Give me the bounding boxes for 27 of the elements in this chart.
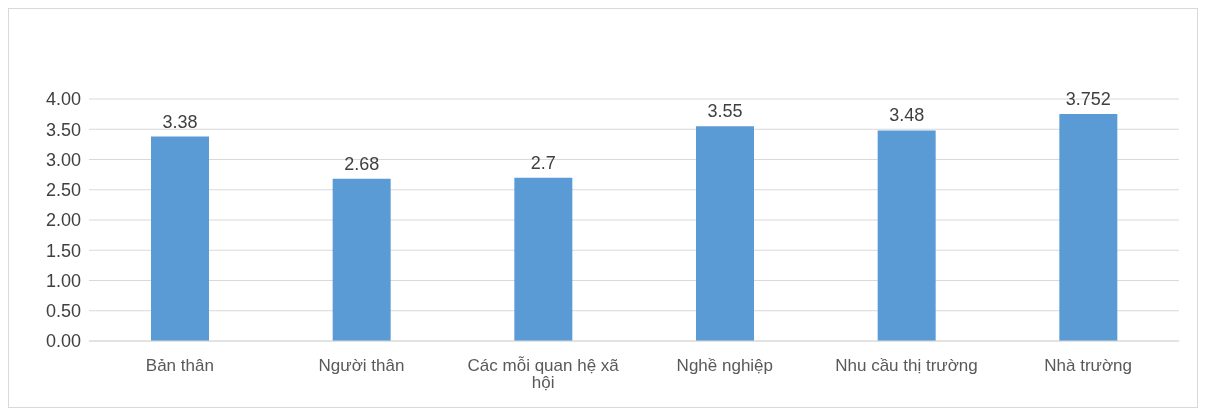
data-label: 3.38 <box>162 111 198 132</box>
y-tick-label: 0.50 <box>45 301 81 322</box>
x-tick-label: Người thân <box>318 356 405 376</box>
bar <box>332 178 391 341</box>
x-tick-label: Bản thân <box>145 356 214 376</box>
x-tick-label: Nhà trường <box>1044 356 1133 376</box>
x-tick-label: Nhu cầu thị trường <box>835 356 978 376</box>
data-label: 3.48 <box>889 105 925 126</box>
bar <box>514 177 573 341</box>
y-tick-label: 1.00 <box>45 270 81 291</box>
data-label: 3.55 <box>707 101 743 122</box>
data-label: 2.68 <box>344 153 380 174</box>
data-label: 3.752 <box>1065 89 1111 109</box>
y-tick-label: 3.50 <box>45 119 81 140</box>
bar <box>877 130 936 341</box>
y-tick-label: 0.00 <box>45 331 81 352</box>
data-label: 2.7 <box>530 152 556 173</box>
bar <box>151 136 209 341</box>
y-tick-label: 2.50 <box>45 180 81 201</box>
bar <box>1059 114 1118 341</box>
y-tick-label: 2.00 <box>45 210 81 231</box>
y-tick-label: 1.50 <box>45 240 81 261</box>
bar <box>696 126 754 341</box>
x-tick-label: Nghề nghiệp <box>676 356 774 376</box>
y-tick-label: 3.00 <box>45 149 81 170</box>
y-tick-label: 4.00 <box>45 89 81 110</box>
x-tick-label: Các mỗi quan hệ xã hội <box>467 356 620 393</box>
